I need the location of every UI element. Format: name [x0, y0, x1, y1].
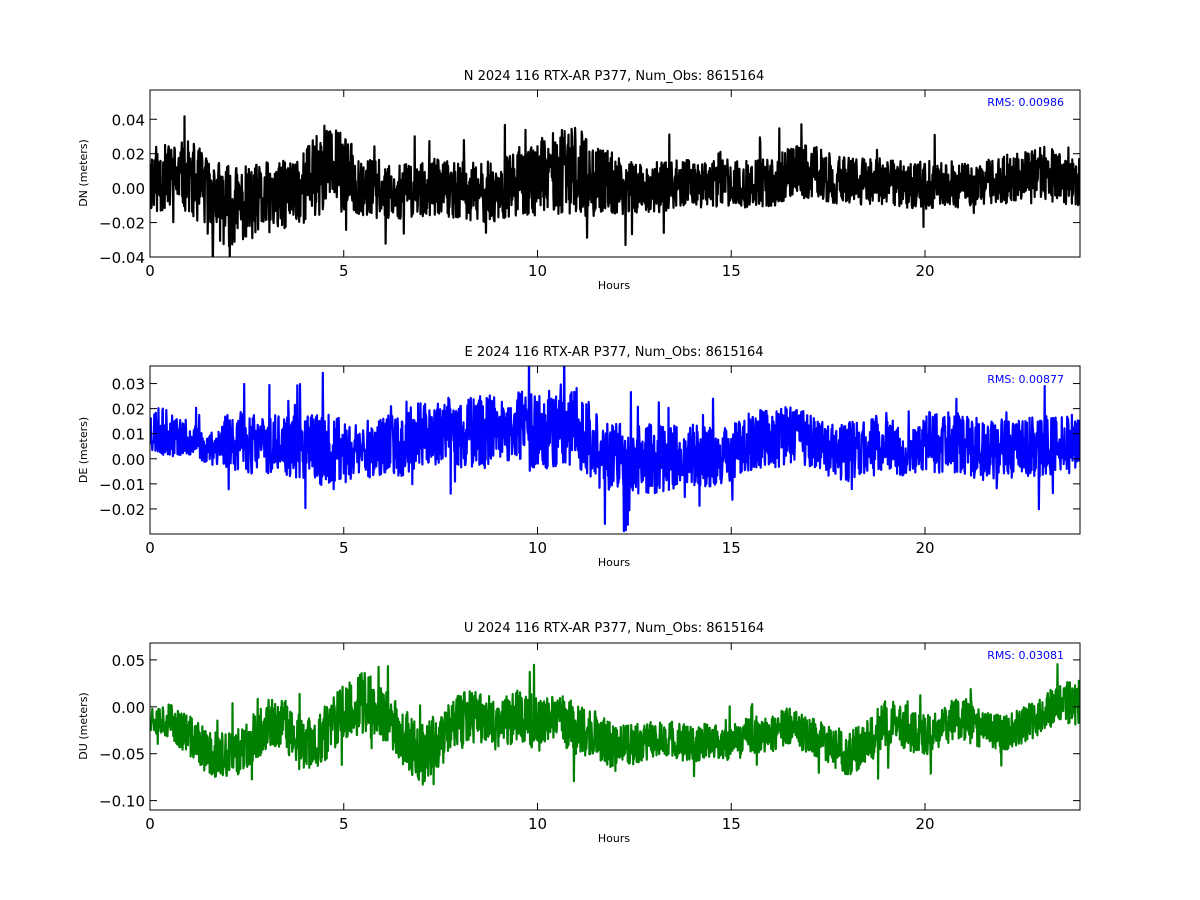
panel-up-y-ticks: −0.10 −0.05 0.00 0.05	[99, 652, 1080, 811]
panel-up-axes-frame	[149, 642, 1081, 811]
panel-north-y-tick-label: −0.04	[99, 249, 145, 267]
panel-up-rms-annotation: RMS: 0.03081	[987, 649, 1064, 662]
panel-north-axes-frame	[149, 89, 1081, 258]
panel-north-title: N 2024 116 RTX-AR P377, Num_Obs: 8615164	[464, 69, 764, 84]
panel-up-y-tick-label: 0.00	[112, 699, 145, 717]
panel-north-series-line-0	[150, 115, 1080, 257]
panel-east-y-tick-label: 0.01	[112, 426, 145, 444]
panel-east-y-axis-label: DE (meters)	[77, 417, 90, 483]
panel-up-y-tick-label: −0.10	[99, 793, 145, 811]
panel-east-axes-frame	[149, 365, 1081, 535]
panel-up-title: U 2024 116 RTX-AR P377, Num_Obs: 8615164	[464, 621, 764, 636]
panel-up-x-tick-label: 10	[528, 815, 547, 833]
panel-up-x-tick-label: 0	[145, 815, 155, 833]
panel-east-series	[150, 366, 1080, 533]
panel-up-y-tick-label: −0.05	[99, 746, 145, 764]
panel-north-y-tick-label: 0.04	[112, 111, 145, 129]
panel-east-x-tick-label: 0	[145, 539, 155, 557]
panel-east-x-tick-label: 5	[339, 539, 349, 557]
panel-east-rms-annotation: RMS: 0.00877	[987, 373, 1064, 386]
panel-up-x-ticks: 0 5 10 15 20	[145, 643, 935, 833]
panel-north-x-tick-label: 0	[145, 262, 155, 280]
panel-north-y-tick-label: 0.00	[112, 180, 145, 198]
panel-east: E 2024 116 RTX-AR P377, Num_Obs: 8615164…	[77, 345, 1081, 569]
panel-north-series	[150, 115, 1080, 257]
panel-east-x-tick-label: 15	[722, 539, 741, 557]
panel-north-y-axis-label: DN (meters)	[77, 139, 90, 207]
panel-east-x-ticks: 0 5 10 15 20	[145, 366, 935, 557]
panel-east-y-tick-label: 0.00	[112, 451, 145, 469]
panel-up-series	[150, 663, 1080, 786]
panel-north-x-ticks: 0 5 10 15 20	[145, 90, 935, 280]
panel-north: N 2024 116 RTX-AR P377, Num_Obs: 8615164…	[77, 69, 1081, 292]
panel-up-x-tick-label: 15	[722, 815, 741, 833]
panel-north-x-axis-label: Hours	[598, 279, 630, 292]
panel-east-title: E 2024 116 RTX-AR P377, Num_Obs: 8615164	[465, 345, 764, 360]
panel-east-y-tick-label: 0.03	[112, 376, 145, 394]
panel-east-x-axis-label: Hours	[598, 556, 630, 569]
panel-up: U 2024 116 RTX-AR P377, Num_Obs: 8615164…	[77, 621, 1081, 845]
panel-east-x-tick-label: 20	[915, 539, 934, 557]
panel-north-x-tick-label: 10	[528, 262, 547, 280]
panel-east-y-ticks: −0.02 −0.01 0.00 0.01 0.02 0.03	[99, 376, 1080, 519]
panel-up-x-axis-label: Hours	[598, 832, 630, 845]
panel-up-series-line-0	[150, 663, 1080, 786]
panel-up-x-tick-label: 5	[339, 815, 349, 833]
panel-east-x-tick-label: 10	[528, 539, 547, 557]
panel-up-y-tick-label: 0.05	[112, 652, 145, 670]
panel-up-x-tick-label: 20	[915, 815, 934, 833]
panel-up-y-axis-label: DU (meters)	[77, 692, 90, 759]
panel-east-y-tick-label: 0.02	[112, 401, 145, 419]
panel-north-y-tick-label: 0.02	[112, 146, 145, 164]
panel-north-x-tick-label: 5	[339, 262, 349, 280]
panel-east-y-tick-label: −0.01	[99, 476, 145, 494]
panel-east-y-tick-label: −0.02	[99, 501, 145, 519]
panel-north-x-tick-label: 20	[915, 262, 934, 280]
panel-north-x-tick-label: 15	[722, 262, 741, 280]
panel-north-y-ticks: −0.04 −0.02 0.00 0.02 0.04	[99, 111, 1080, 267]
panel-north-rms-annotation: RMS: 0.00986	[987, 96, 1064, 109]
panel-north-y-tick-label: −0.02	[99, 215, 145, 233]
panel-east-series-line-0	[150, 366, 1080, 533]
